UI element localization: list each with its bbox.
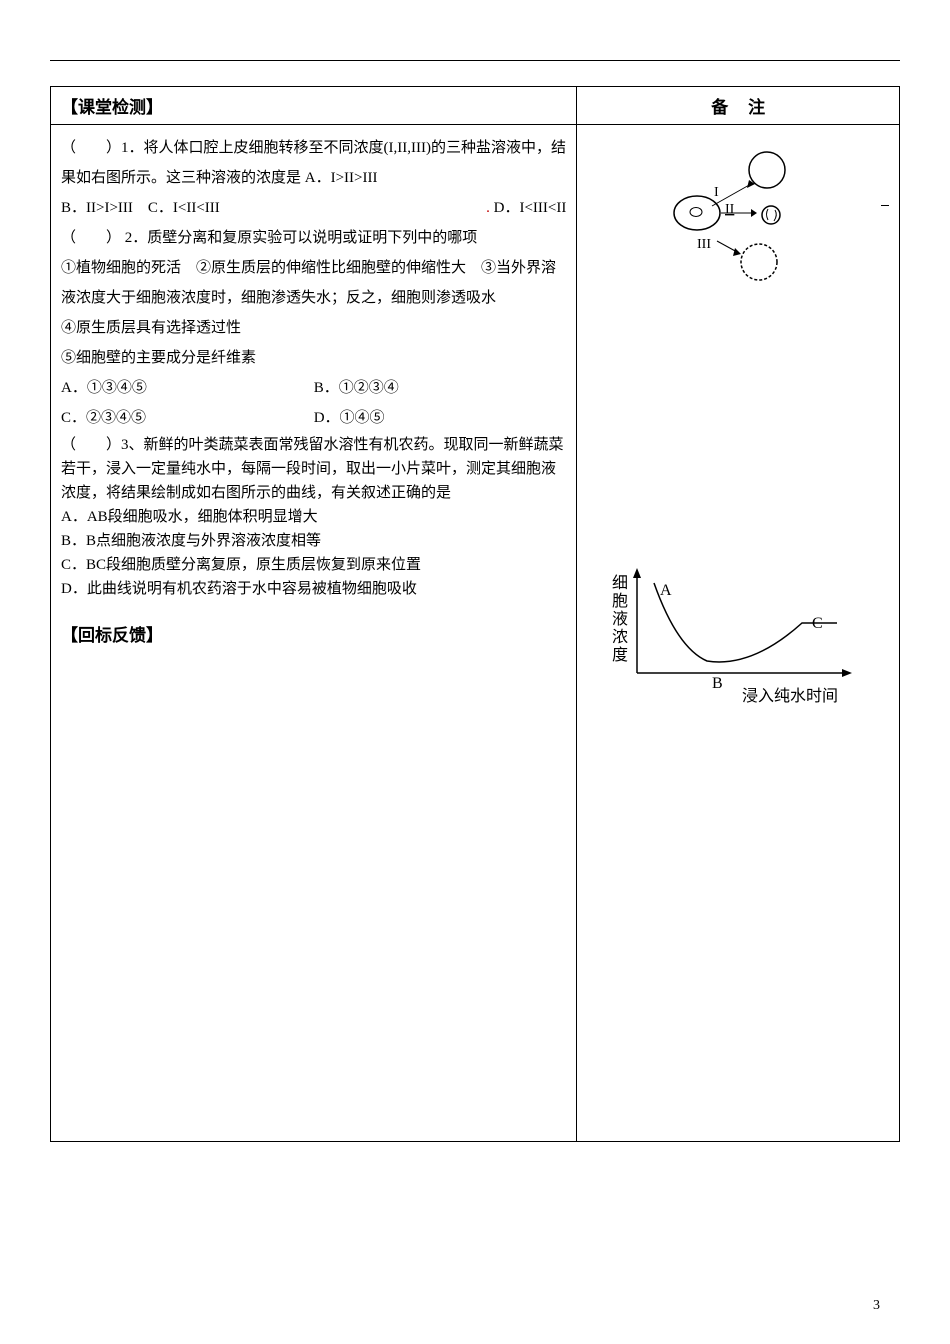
q2-optA: A．①③④⑤ xyxy=(61,373,314,403)
q2-options-row1: A．①③④⑤ B．①②③④ xyxy=(61,373,566,403)
q1-optD: D．I<III<II xyxy=(494,200,567,216)
q2-options-row2: C．②③④⑤ D．①④⑤ xyxy=(61,403,566,433)
label-II: II xyxy=(725,202,735,217)
notes-header-cell: 备注 xyxy=(577,87,900,125)
q2-optC: C．②③④⑤ xyxy=(61,403,314,433)
q3-prefix: （ ）3、新鲜的叶类蔬菜表面常残留水溶性有机农药。现取同一新鲜蔬菜若干，浸入一定… xyxy=(61,433,566,505)
main-layout-table: 【课堂检测】 备注 （ ）1．将人体口腔上皮细胞转移至不同浓度(I,II,III… xyxy=(50,86,900,1142)
page-number: 3 xyxy=(873,1298,880,1314)
q2-optD: D．①④⑤ xyxy=(314,403,567,433)
ylabel-4: 度 xyxy=(612,646,628,664)
q2-optB: B．①②③④ xyxy=(314,373,567,403)
q2-prefix: （ ） 2．质壁分离和复原实验可以说明或证明下列中的哪项 xyxy=(61,223,566,253)
chart-point-A: A xyxy=(660,582,672,599)
right-content: I II III 细 胞 液 xyxy=(587,133,889,1093)
red-dot-icon: . xyxy=(486,200,490,216)
q3-optC: C．BC段细胞质壁分离复原，原生质层恢复到原来位置 xyxy=(61,553,566,577)
ylabel-2: 液 xyxy=(612,610,628,628)
notes-cell: I II III 细 胞 液 xyxy=(577,125,900,1142)
chart-point-B: B xyxy=(712,675,723,692)
header-row: 【课堂检测】 备注 xyxy=(51,87,900,125)
ylabel-0: 细 xyxy=(612,574,628,592)
dash-mark xyxy=(881,205,889,206)
cell-diagram-icon: I II III xyxy=(637,148,837,298)
questions-cell: （ ）1．将人体口腔上皮细胞转移至不同浓度(I,II,III)的三种盐溶液中，结… xyxy=(51,125,577,1142)
q2-line2: ④原生质层具有选择透过性 xyxy=(61,313,566,343)
feedback-title: 【回标反馈】 xyxy=(61,619,566,653)
q1-text: （ ）1．将人体口腔上皮细胞转移至不同浓度(I,II,III)的三种盐溶液中，结… xyxy=(61,133,566,193)
section-title: 【课堂检测】 xyxy=(61,98,163,117)
label-III: III xyxy=(697,237,711,252)
q1-optB: B．II>I>III C．I<II<III xyxy=(61,193,220,223)
label-I: I xyxy=(714,185,719,200)
chart-xlabel: 浸入纯水时间 xyxy=(742,687,838,705)
feedback-space xyxy=(61,653,566,1133)
q3-optB: B．B点细胞液浓度与外界溶液浓度相等 xyxy=(61,529,566,553)
ylabel-3: 浓 xyxy=(612,628,628,646)
concentration-chart-icon: 细 胞 液 浓 度 A B C 浸入纯水时间 xyxy=(602,553,882,723)
chart-point-C: C xyxy=(812,615,823,632)
q3-optA: A．AB段细胞吸水，细胞体积明显增大 xyxy=(61,505,566,529)
q2-line1: ①植物细胞的死活 ②原生质层的伸缩性比细胞壁的伸缩性大 ③当外界溶液浓度大于细胞… xyxy=(61,253,566,313)
content-row: （ ）1．将人体口腔上皮细胞转移至不同浓度(I,II,III)的三种盐溶液中，结… xyxy=(51,125,900,1142)
notes-label: 备注 xyxy=(587,93,889,118)
q3-optD: D．此曲线说明有机农药溶于水中容易被植物细胞吸收 xyxy=(61,577,566,601)
section-title-cell: 【课堂检测】 xyxy=(51,87,577,125)
ylabel-1: 胞 xyxy=(612,592,628,610)
top-divider xyxy=(50,60,900,61)
q2-line3: ⑤细胞壁的主要成分是纤维素 xyxy=(61,343,566,373)
questions-content: （ ）1．将人体口腔上皮细胞转移至不同浓度(I,II,III)的三种盐溶液中，结… xyxy=(61,133,566,1133)
